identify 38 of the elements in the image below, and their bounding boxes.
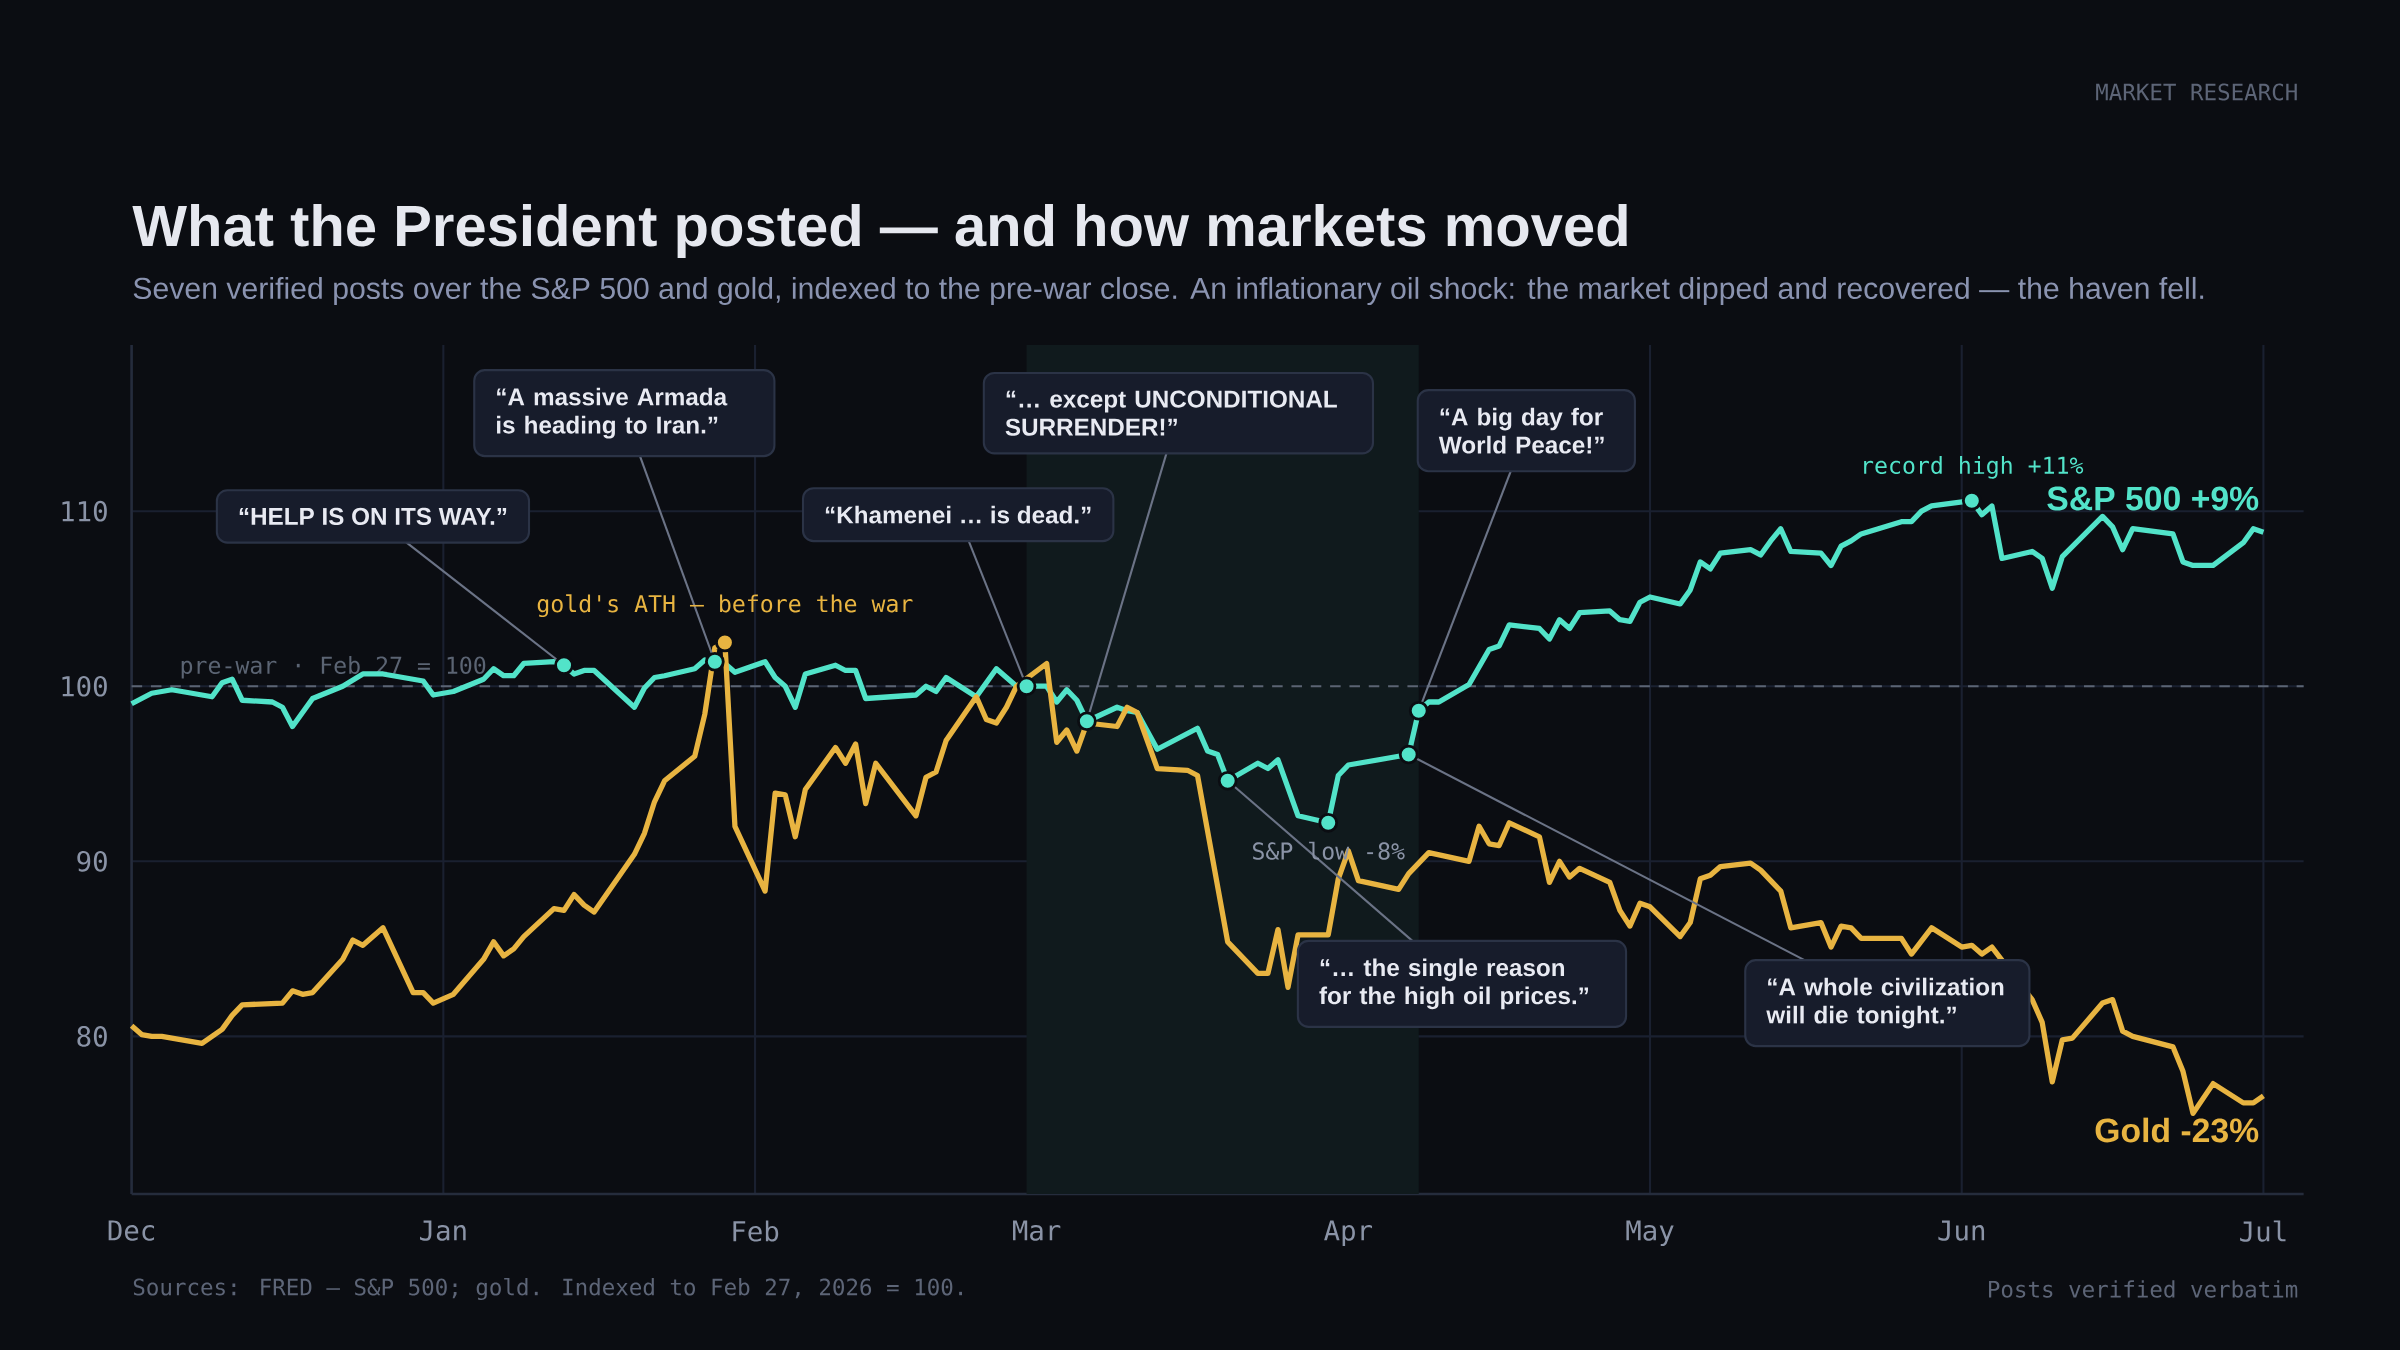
text: MARKET RESEARCH: [2096, 83, 2297, 101]
x-tick-label: Jun: [1938, 1220, 1985, 1241]
series-label: Gold -23%: [2095, 1117, 2259, 1143]
point: [1217, 770, 1238, 791]
chart-title: What the President posted — and how markets moved: [132, 203, 1627, 259]
y-tick-label: 90: [77, 850, 107, 872]
annotation: “HELP IS ON ITS WAY.”: [239, 507, 507, 526]
annotation: “… except UNCONDITIONAL SURRENDER!”: [1005, 390, 1337, 436]
x-tick-label: Feb: [733, 1220, 779, 1242]
x-tick-label: Jul: [2240, 1220, 2286, 1242]
point: [1318, 812, 1339, 833]
point: [1408, 700, 1429, 721]
annotation: gold's ATH — before the war: [537, 594, 913, 618]
annotation: “… the single reason for the high oil prices.”: [1319, 958, 1588, 1010]
annotation: “Khamenei … is dead.”: [825, 505, 1091, 524]
x-tick-label: Jan: [420, 1220, 466, 1241]
chart-subtitle: Seven verified posts over the S&P 500 and gold, indexed to the pre-war close. An inflationary oil shock: the market dipped and recovered — the haven fell.: [133, 276, 2204, 306]
annotation: S&P low -8%: [1253, 841, 1405, 860]
source-note: Sources: FRED — S&P 500; gold. Indexed to Feb 27, 2026 = 100.: [133, 1278, 962, 1301]
y-tick-label: 80: [77, 1026, 107, 1047]
point: [715, 632, 735, 653]
annotation: “A big day for World Peace!”: [1438, 407, 1604, 454]
series-label: S&P 500 +9%: [2047, 486, 2259, 511]
y-tick-label: 100: [62, 675, 107, 697]
annotation: record high +11%: [1864, 456, 2084, 479]
text: Posts verified verbatim: [1989, 1280, 2298, 1298]
point: [1398, 744, 1419, 765]
point: [1077, 711, 1097, 732]
x-tick-label: Apr: [1324, 1220, 1373, 1247]
annotation: “A massive Armada is heading to Iran.”: [497, 387, 728, 439]
point: [554, 655, 574, 676]
annotation: “A whole civilization will die tonight.”: [1766, 977, 2004, 1029]
y-tick-label: 110: [62, 500, 107, 522]
point: [1961, 490, 1982, 511]
x-tick-label: Dec: [108, 1220, 155, 1241]
x-tick-label: May: [1626, 1220, 1674, 1247]
x-tick-label: Mar: [1013, 1220, 1061, 1241]
point: [704, 651, 725, 672]
